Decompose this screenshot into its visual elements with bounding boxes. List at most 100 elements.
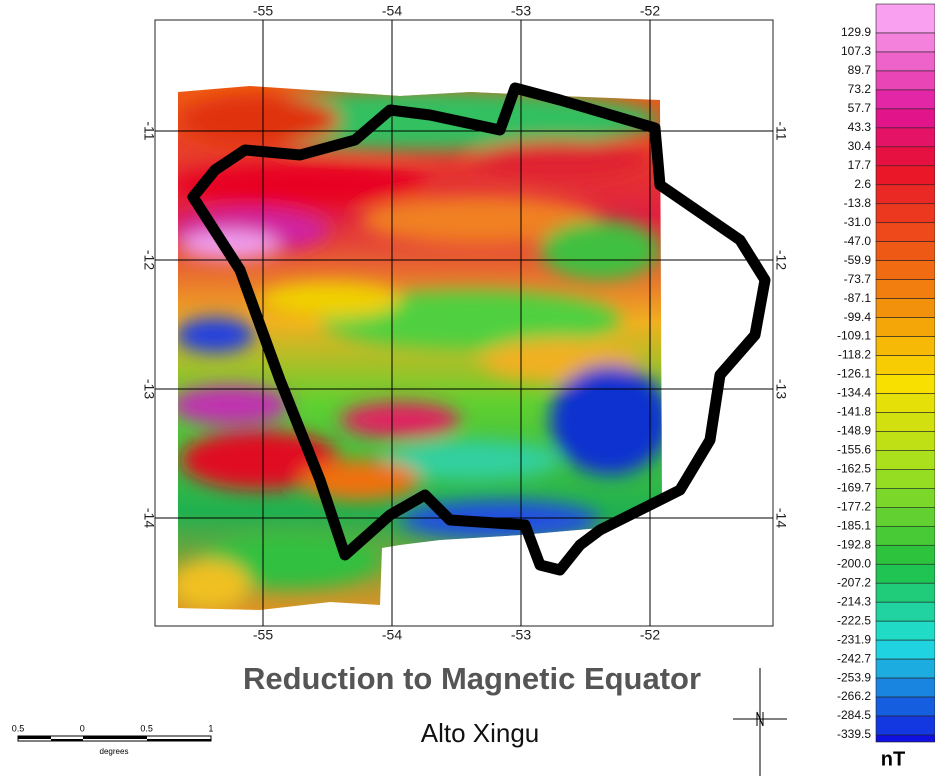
legend-swatch: [876, 109, 935, 128]
legend-swatch: [876, 318, 935, 337]
top-lon-label: -54: [382, 3, 402, 19]
legend-swatch: [876, 299, 935, 318]
legend-label: -192.8: [837, 537, 871, 551]
legend-swatch: [876, 507, 935, 526]
bottom-lon-label: -52: [640, 627, 660, 643]
legend-swatch: [876, 697, 935, 716]
right-lat-label: -14: [773, 508, 789, 528]
bottom-lon-label: -54: [382, 627, 402, 643]
legend-swatch: [876, 337, 935, 356]
legend-label: 57.7: [848, 101, 872, 115]
legend-swatch: [876, 375, 935, 394]
legend-label: 30.4: [848, 139, 872, 153]
legend-swatch: [876, 564, 935, 583]
right-lat-label: -12: [773, 250, 789, 270]
legend-label: -231.9: [837, 632, 871, 646]
legend-swatch: [876, 469, 935, 488]
legend-label: -31.0: [844, 215, 872, 229]
legend-label: -169.7: [837, 481, 871, 495]
top-lon-label: -53: [511, 3, 531, 19]
legend-swatch: [876, 393, 935, 412]
legend-label: -148.9: [837, 424, 871, 438]
legend-label: -207.2: [837, 575, 871, 589]
legend-label: 107.3: [841, 44, 871, 58]
legend-label: -162.5: [837, 462, 871, 476]
legend-label: 73.2: [848, 82, 872, 96]
legend-label: -214.3: [837, 594, 871, 608]
legend-label: -141.8: [837, 405, 871, 419]
legend-label: -109.1: [837, 329, 871, 343]
legend-label: -118.2: [838, 348, 871, 362]
legend-swatch: [876, 204, 935, 223]
legend-swatch: [876, 735, 935, 742]
legend-swatch: [876, 583, 935, 602]
left-lat-label: -14: [141, 508, 157, 528]
legend-label: 2.6: [854, 177, 871, 191]
legend-swatch: [876, 431, 935, 450]
legend-label: -126.1: [837, 367, 871, 381]
legend-label: -13.8: [844, 196, 872, 210]
scale-label: 0.5: [12, 723, 25, 733]
legend-label: -99.4: [844, 310, 872, 324]
legend-swatch: [876, 545, 935, 564]
legend-swatch: [876, 659, 935, 678]
legend-label: 89.7: [848, 63, 872, 77]
legend-swatch: [876, 71, 935, 90]
top-lon-label: -52: [640, 3, 660, 19]
legend-swatch: [876, 147, 935, 166]
scale-unit: degrees: [100, 747, 129, 756]
legend-label: -177.2: [837, 499, 871, 513]
legend-label: -284.5: [837, 708, 871, 722]
legend-label: -242.7: [837, 651, 871, 665]
legend-swatch: [876, 621, 935, 640]
legend-swatch: [876, 488, 935, 507]
legend-swatch: [876, 52, 935, 71]
top-lon-label: -55: [253, 3, 273, 19]
legend-label: 129.9: [841, 25, 871, 39]
legend-swatch: [876, 4, 935, 33]
scale-label: 1: [208, 723, 213, 733]
legend-swatch: [876, 602, 935, 621]
bottom-lon-label: -55: [253, 627, 273, 643]
legend-swatch: [876, 640, 935, 659]
legend-label: -200.0: [837, 556, 871, 570]
color-legend: 129.9 107.3 89.7 73.2 57.7 43.3 30.4 17.7 2.6 -13…: [837, 4, 935, 770]
legend-swatch: [876, 223, 935, 242]
legend-label: 17.7: [848, 158, 872, 172]
scale-label: 0: [80, 723, 85, 733]
left-lat-label: -12: [141, 250, 157, 270]
legend-label: -59.9: [844, 253, 872, 267]
left-lat-label: -13: [141, 379, 157, 399]
map-subtitle: Alto Xingu: [421, 718, 540, 748]
scale-bar: 0.5 0 0.5 1 degrees: [12, 723, 214, 756]
legend-swatch: [876, 356, 935, 375]
legend-swatch: [876, 33, 935, 52]
legend-unit: nT: [881, 748, 905, 770]
legend-label: -87.1: [844, 291, 872, 305]
scale-label: 0.5: [140, 723, 153, 733]
legend-label: -73.7: [844, 272, 872, 286]
legend-swatch: [876, 242, 935, 261]
legend-label: -339.5: [837, 727, 871, 741]
legend-swatch: [876, 166, 935, 185]
right-lat-label: -13: [773, 379, 789, 399]
right-lat-label: -11: [773, 121, 789, 140]
legend-label: -155.6: [837, 443, 871, 457]
legend-label: -47.0: [844, 234, 872, 248]
bottom-lon-label: -53: [511, 627, 531, 643]
legend-label: -266.2: [837, 689, 871, 703]
legend-swatch: [876, 450, 935, 469]
map-figure: -55-54-53-52-55-54-53-52-11-12-13-14-11-…: [0, 0, 935, 778]
legend-swatch: [876, 526, 935, 545]
legend-label: -253.9: [837, 670, 871, 684]
legend-swatch: [876, 90, 935, 109]
legend-swatch: [876, 280, 935, 299]
legend-swatch: [876, 128, 935, 147]
legend-swatch: [876, 185, 935, 204]
map-title: Reduction to Magnetic Equator: [243, 661, 701, 696]
legend-label: 43.3: [848, 120, 872, 134]
legend-swatch: [876, 261, 935, 280]
legend-label: -134.4: [837, 386, 871, 400]
legend-label: -222.5: [837, 613, 871, 627]
north-arrow: [733, 668, 787, 776]
